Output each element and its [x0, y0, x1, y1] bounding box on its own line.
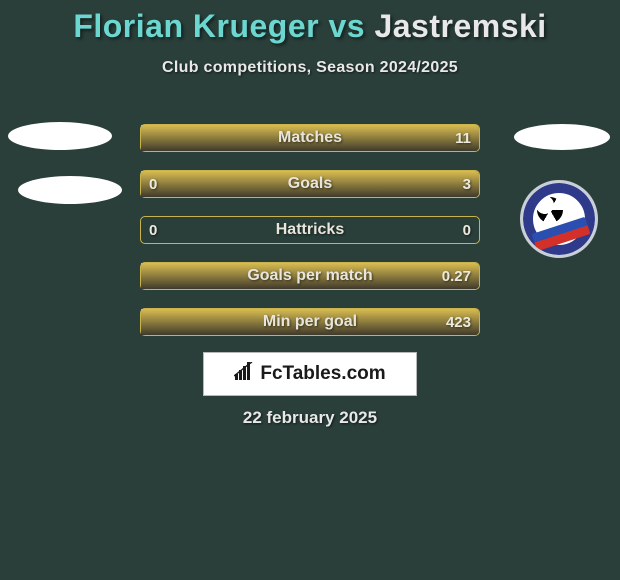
- brand-box: FcTables.com: [203, 352, 417, 396]
- player1-club-placeholder-2: [18, 176, 122, 204]
- vs-label: vs: [328, 8, 365, 44]
- stat-row: Goals0 3: [140, 170, 480, 198]
- unterhaching-logo: [520, 180, 598, 258]
- player1-club-placeholder-1: [8, 122, 112, 150]
- stat-row: Matches11: [140, 124, 480, 152]
- page-title: Florian Krueger vs Jastremski: [0, 0, 620, 45]
- stat-value-left: [141, 309, 157, 335]
- brand-text: FcTables.com: [260, 363, 385, 385]
- stat-value-left: [141, 263, 157, 289]
- stat-value-right: 0.27: [434, 263, 479, 289]
- stat-label: Matches: [141, 125, 479, 151]
- stat-value-left: [141, 125, 157, 151]
- stat-label: Min per goal: [141, 309, 479, 335]
- stat-value-right: 0: [455, 217, 479, 243]
- stats-container: Matches11Goals03Hattricks00Goals per mat…: [140, 124, 480, 354]
- bar-chart-icon: [234, 362, 256, 387]
- player2-club-placeholder: [514, 124, 610, 150]
- stat-value-right: 3: [455, 171, 479, 197]
- stat-label: Goals: [141, 171, 479, 197]
- player1-name: Florian Krueger: [73, 8, 319, 44]
- stat-value-right: 423: [438, 309, 479, 335]
- subtitle: Club competitions, Season 2024/2025: [0, 59, 620, 77]
- stat-value-left: 0: [141, 217, 165, 243]
- stat-label: Goals per match: [141, 263, 479, 289]
- stat-label: Hattricks: [141, 217, 479, 243]
- player2-name: Jastremski: [374, 8, 546, 44]
- stat-row: Min per goal423: [140, 308, 480, 336]
- date-label: 22 february 2025: [0, 408, 620, 428]
- stat-value-right: 11: [447, 125, 479, 151]
- stat-row: Goals per match0.27: [140, 262, 480, 290]
- stat-row: Hattricks0 0: [140, 216, 480, 244]
- stat-value-left: 0: [141, 171, 165, 197]
